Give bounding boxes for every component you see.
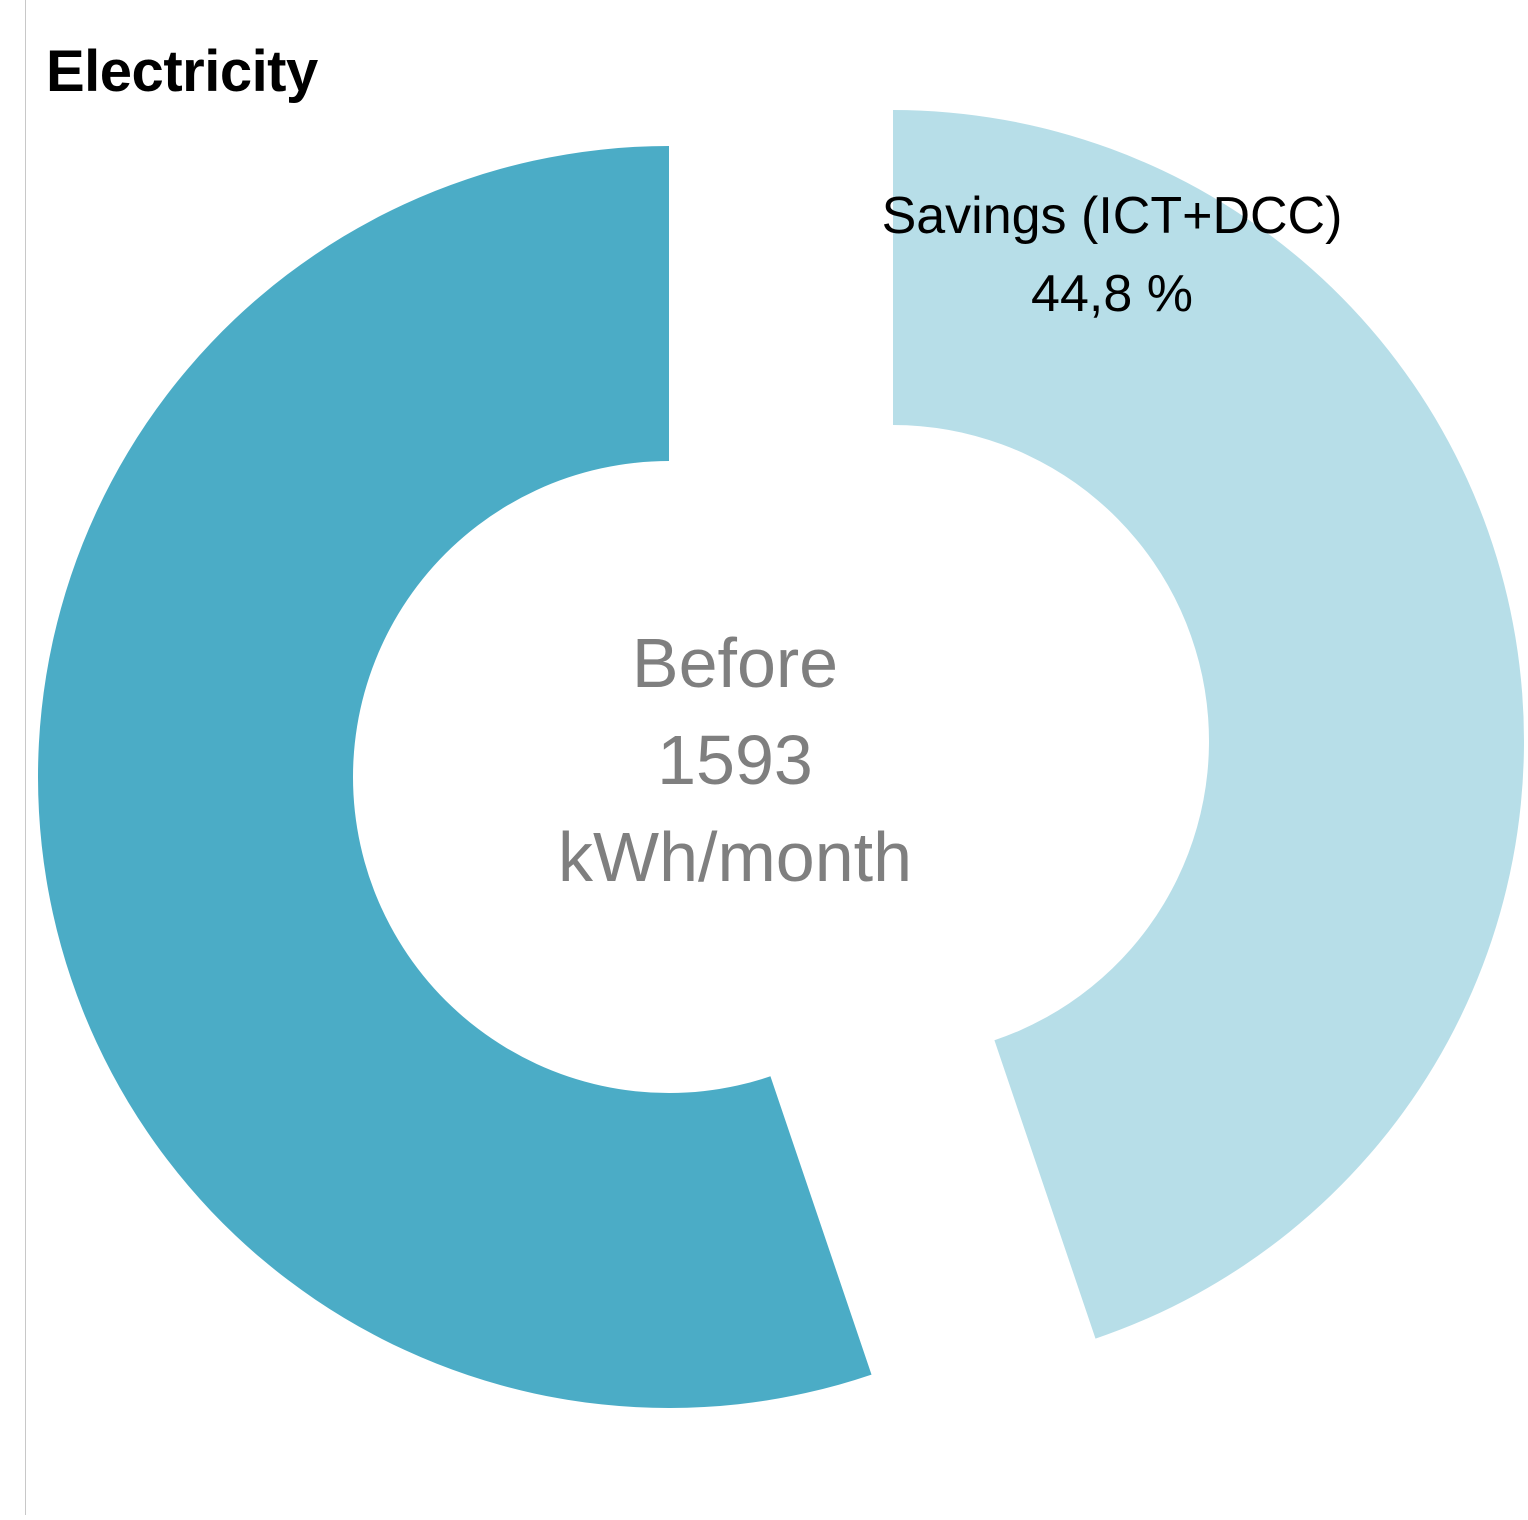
chart-title: Electricity (46, 39, 318, 104)
center-text: Before 1593 kWh/month (485, 615, 985, 906)
center-line-unit: kWh/month (558, 818, 912, 896)
left-border-line (25, 0, 26, 1515)
slice-remaining (37, 146, 872, 1408)
center-line-value: 1593 (657, 721, 813, 799)
savings-value-label: 44,8 % (1031, 265, 1193, 323)
center-line-before: Before (631, 624, 839, 702)
slice-savings (893, 110, 1525, 1339)
savings-label: Savings (ICT+DCC) (881, 187, 1343, 245)
